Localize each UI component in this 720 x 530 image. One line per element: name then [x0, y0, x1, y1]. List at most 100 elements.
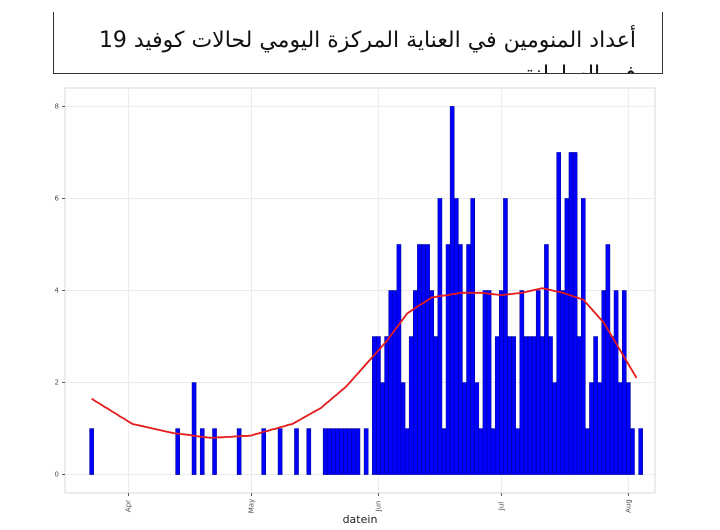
bar [507, 336, 512, 475]
bar [212, 428, 217, 475]
bar [339, 428, 344, 475]
x-tick-label: Jul [497, 502, 505, 512]
bar [380, 382, 385, 475]
bar [499, 290, 504, 475]
bar [531, 336, 537, 475]
bar [613, 290, 619, 475]
bar [535, 290, 541, 475]
bar [621, 290, 627, 475]
bar [306, 428, 312, 475]
bar [486, 290, 492, 475]
bar [413, 290, 418, 475]
bar [490, 428, 496, 475]
bar [503, 198, 508, 475]
bar [449, 106, 455, 475]
bar [175, 428, 180, 475]
bar [351, 428, 357, 475]
bar [363, 428, 369, 475]
bar [335, 428, 340, 475]
bar [89, 428, 94, 475]
bar [277, 428, 283, 475]
bar [515, 428, 521, 475]
bar [445, 244, 451, 475]
bar [568, 152, 574, 475]
bar [552, 382, 557, 475]
bar [617, 382, 623, 475]
bar [560, 290, 566, 475]
bar [376, 336, 381, 475]
bar [261, 428, 267, 475]
bar [466, 244, 471, 475]
bar [294, 428, 299, 475]
chart-title: أعداد المنومين في العناية المركزة اليومي… [98, 28, 636, 73]
x-tick-label: Aug [624, 499, 632, 513]
bar [540, 336, 545, 475]
x-tick-label: Apr [125, 500, 133, 512]
bar [384, 336, 389, 475]
bar [626, 382, 631, 475]
bar [421, 244, 426, 475]
bar [429, 290, 434, 475]
smooth-line [91, 287, 638, 439]
bar [355, 428, 361, 475]
bar [199, 428, 205, 475]
bar [572, 152, 578, 475]
bar [519, 290, 525, 475]
bar [527, 336, 533, 475]
y-tick-label: 4 [55, 287, 60, 295]
bar [556, 152, 562, 475]
bar [408, 336, 414, 475]
bar [585, 428, 590, 475]
bar [474, 382, 480, 475]
bar [576, 336, 582, 475]
y-tick-label: 6 [55, 194, 60, 202]
bar [523, 336, 529, 475]
bar [343, 428, 348, 475]
bar [494, 336, 500, 475]
bar [478, 428, 484, 475]
bar [511, 336, 516, 475]
bar [417, 244, 422, 475]
bar [326, 428, 332, 475]
bar [482, 290, 488, 475]
bar [630, 428, 635, 475]
bar [441, 428, 447, 475]
bar [593, 336, 598, 475]
bar [433, 336, 439, 475]
bar [236, 428, 242, 475]
bar [601, 290, 607, 475]
y-tick-label: 0 [55, 471, 59, 479]
bar [453, 198, 459, 475]
bar [458, 244, 463, 475]
bar [544, 244, 549, 475]
bar [470, 198, 475, 475]
bar [388, 290, 394, 475]
bar [597, 382, 602, 475]
bar [425, 244, 430, 475]
x-tick-label: Jun [374, 501, 382, 513]
bar [331, 428, 336, 475]
bar [392, 290, 398, 475]
bar [609, 336, 615, 475]
y-tick-label: 8 [55, 102, 59, 110]
bar [396, 244, 402, 475]
bar [400, 382, 406, 475]
bar [404, 428, 410, 475]
bar [462, 382, 467, 475]
bar [564, 198, 570, 475]
bar [191, 382, 197, 475]
x-axis-title: datein [343, 513, 378, 526]
bar [548, 336, 553, 475]
x-tick-label: May [247, 499, 255, 513]
y-tick-label: 2 [55, 379, 59, 387]
bar [638, 428, 643, 475]
bar [605, 244, 611, 475]
bar [437, 198, 443, 475]
bar [589, 382, 594, 475]
bar [322, 428, 328, 475]
title-box: أعداد المنومين في العناية المركزة اليومي… [53, 12, 663, 74]
bar [347, 428, 353, 475]
bar [581, 198, 586, 475]
